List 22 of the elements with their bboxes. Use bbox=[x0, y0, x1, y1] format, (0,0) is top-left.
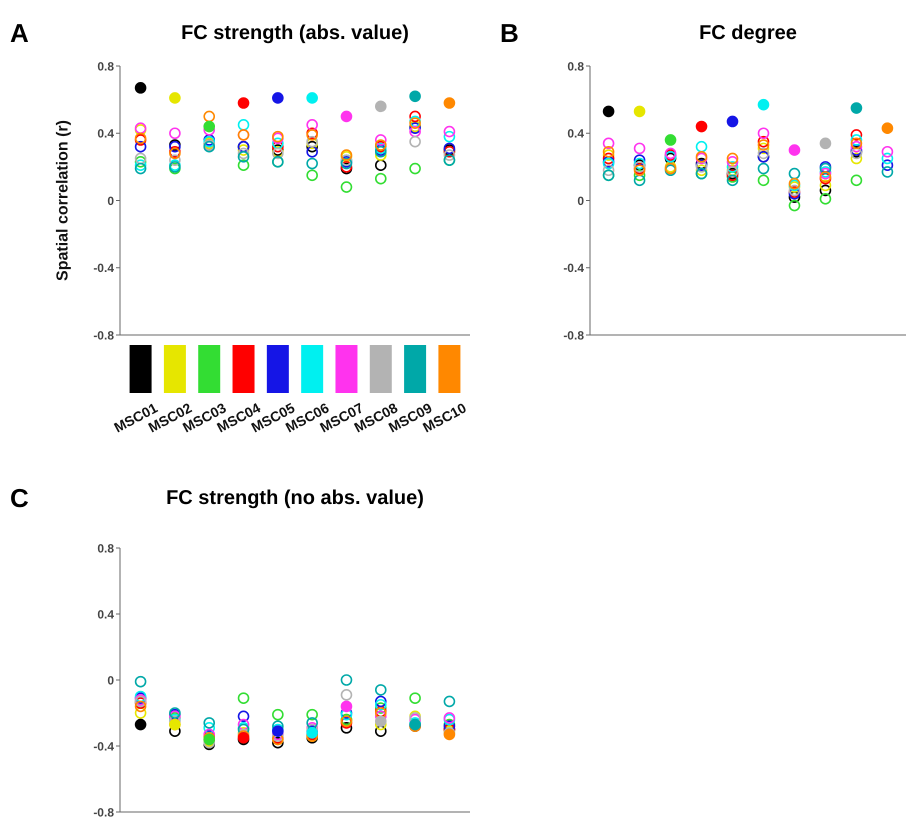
y-tick-label: -0.4 bbox=[93, 261, 114, 276]
y-tick-label: -0.4 bbox=[563, 261, 584, 276]
text: A bbox=[10, 18, 29, 49]
y-tick-label: -0.4 bbox=[93, 739, 114, 754]
y-tick-label: 0 bbox=[107, 673, 114, 688]
chart-title: FC strength (abs. value) bbox=[180, 22, 410, 45]
y-tick-label: 0.4 bbox=[97, 607, 114, 622]
y-tick-label: -0.8 bbox=[93, 328, 114, 342]
text: C bbox=[10, 483, 29, 514]
y-tick-label: -0.8 bbox=[563, 328, 584, 342]
y-tick-label: 0.8 bbox=[567, 59, 584, 74]
y-tick-label: 0 bbox=[577, 194, 584, 208]
y-axis-title: Spatial correlation (r) bbox=[54, 120, 72, 281]
y-tick-label: 0.4 bbox=[567, 126, 584, 141]
text: B bbox=[500, 18, 519, 49]
y-tick-label: 0.8 bbox=[97, 59, 114, 74]
chart-title: FC degree bbox=[698, 22, 798, 45]
y-tick-label: 0.4 bbox=[97, 126, 114, 141]
y-tick-label: 0 bbox=[107, 194, 114, 208]
y-tick-label: -0.8 bbox=[93, 805, 114, 820]
chart-title: FC strength (no abs. value) bbox=[165, 487, 425, 510]
y-tick-label: 0.8 bbox=[97, 541, 114, 556]
